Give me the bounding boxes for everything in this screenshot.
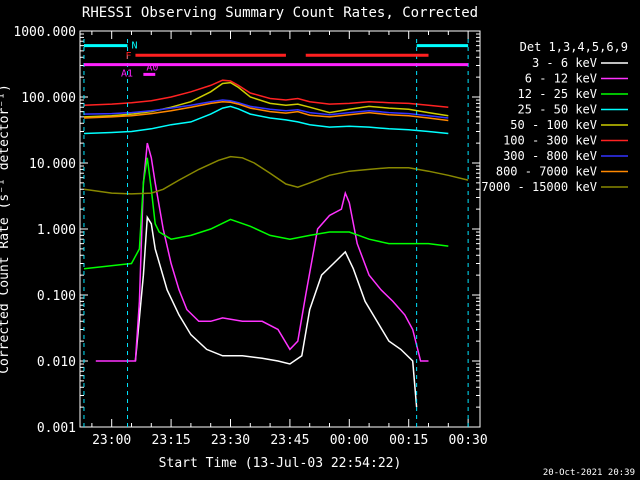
series-layer	[83, 79, 469, 408]
series-line-9	[83, 155, 469, 195]
legend-label: 3 - 6 keV	[532, 56, 597, 70]
x-tick-label: 23:30	[211, 433, 250, 448]
x-axis-label: Start Time (13-Jul-03 22:54:22)	[159, 456, 402, 471]
legend-label: 25 - 50 keV	[518, 103, 597, 117]
legend-label: 100 - 300 keV	[503, 134, 597, 148]
series-line-1	[134, 215, 418, 408]
legend-label: 800 - 7000 keV	[496, 165, 597, 179]
timestamp: 20-Oct-2021 20:39	[543, 468, 635, 478]
x-tick-label: 23:45	[270, 433, 309, 448]
chart-title: RHESSI Observing Summary Count Rates, Co…	[82, 5, 478, 21]
legend-label: 12 - 25 keV	[518, 87, 597, 101]
y-tick-label: 0.001	[37, 421, 76, 436]
y-tick-label: 1.000	[37, 223, 76, 238]
legend-label: 6 - 12 keV	[525, 72, 597, 86]
x-tick-label: 00:30	[449, 433, 488, 448]
x-tick-label: 00:00	[330, 433, 369, 448]
y-axis-label: Corrected Count Rate (s⁻¹ detector⁻¹)	[0, 84, 12, 374]
x-tick-label: 23:15	[152, 433, 191, 448]
series-line-6	[83, 79, 449, 108]
series-line-7	[83, 99, 449, 119]
axes-layer: 1000.000 100.000 10.000 1.000 0.100 0.010 0.00…	[13, 25, 487, 448]
x-tick-label: 23:00	[92, 433, 131, 448]
legend-label: 50 - 100 keV	[510, 118, 597, 132]
flare-flag-label: F	[125, 51, 131, 62]
series-line-4	[83, 105, 449, 135]
y-tick-label: 1000.000	[13, 25, 76, 40]
y-tick-label: 10.000	[29, 157, 76, 172]
series-line-8	[83, 100, 449, 122]
series-line-3	[83, 157, 449, 270]
night-flag-label: N	[132, 41, 138, 52]
attenuator-a1-label: A1	[121, 69, 133, 80]
x-tick-label: 00:15	[389, 433, 428, 448]
y-tick-label: 0.100	[37, 289, 76, 304]
y-tick-label: 0.010	[37, 355, 76, 370]
y-tick-label: 100.000	[21, 91, 76, 106]
series-line-2	[95, 142, 429, 362]
legend-label: 300 - 800 keV	[503, 149, 597, 163]
legend-label: 7000 - 15000 keV	[481, 180, 597, 194]
attenuator-a0-label: A0	[146, 62, 158, 73]
legend-title: Det 1,3,4,5,6,9	[520, 40, 628, 54]
